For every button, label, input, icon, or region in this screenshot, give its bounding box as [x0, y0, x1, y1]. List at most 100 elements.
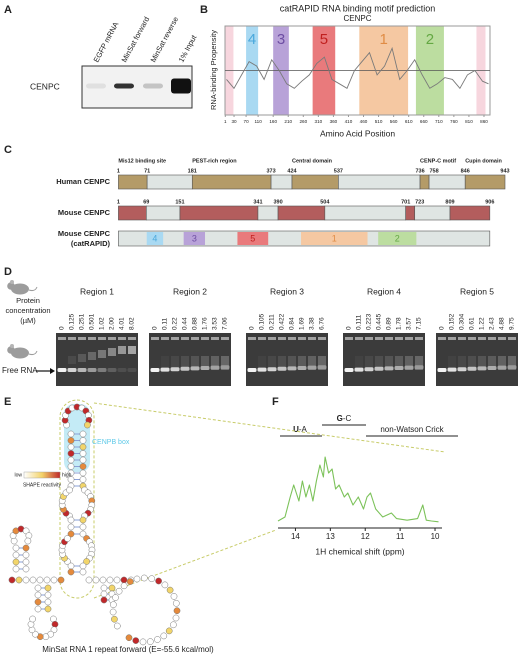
x-tick-label: 710	[435, 119, 443, 124]
gel-band	[247, 368, 257, 372]
motif-label: 3	[277, 31, 285, 48]
x-tick-label: 11	[396, 532, 405, 541]
gel-smear	[128, 346, 136, 354]
gel-well	[68, 337, 76, 340]
motif-box	[378, 232, 417, 245]
annotation: non-Watson Crick	[380, 425, 444, 434]
domain-label: PEST-rich region	[192, 158, 237, 164]
gel-smear	[268, 356, 276, 370]
gel-band	[467, 366, 477, 371]
gel-smear	[318, 356, 326, 370]
concentration-label: 6.76	[319, 317, 326, 330]
gel-band	[354, 367, 364, 372]
concentration-label: 2.43	[489, 317, 496, 330]
gel-well	[78, 337, 86, 340]
caption: MinSat RNA 1 repeat forward (E=-55.6 kca…	[42, 645, 214, 654]
gel-well	[268, 337, 276, 340]
nucleotide	[22, 558, 30, 566]
gel-band	[190, 366, 200, 371]
gel-band	[77, 368, 87, 372]
x-tick-label: 70	[244, 119, 250, 124]
gel-band	[437, 368, 447, 372]
concentration-label: 1.02	[99, 317, 106, 330]
domain-segment	[118, 174, 148, 190]
domain-segment	[464, 174, 506, 190]
position-label: 181	[188, 168, 197, 174]
gel-band	[447, 367, 457, 372]
gel-well	[211, 337, 219, 340]
gel-well	[508, 337, 516, 340]
nucleotide	[42, 633, 50, 641]
gel-band	[160, 367, 170, 372]
concentration-label: 0.125	[69, 313, 76, 330]
gel-smear	[355, 356, 363, 370]
x-tick-label: 860	[480, 119, 488, 124]
nucleotide	[108, 584, 116, 592]
domain-segment	[191, 174, 272, 190]
nucleotide	[109, 608, 117, 616]
nucleotide	[36, 576, 44, 584]
nucleotide	[170, 621, 177, 629]
x-tick-label: 260	[299, 119, 307, 124]
x-tick-label: 560	[390, 119, 398, 124]
annotation: U-A	[293, 425, 307, 434]
linker-segment	[414, 205, 451, 221]
nucleotide	[79, 568, 87, 576]
nucleotide	[67, 523, 75, 531]
gel-smear	[108, 348, 116, 356]
concentration-label: 1.69	[299, 317, 306, 330]
nucleotide	[79, 523, 87, 531]
x-tick-label: 13	[326, 532, 335, 541]
mouse-icon	[10, 280, 14, 284]
x-tick-label: 14	[291, 532, 300, 541]
gel-band	[287, 366, 297, 371]
position-label: 537	[334, 168, 343, 174]
nucleotide	[79, 516, 87, 524]
concentration-label: 0.84	[289, 317, 296, 330]
gel-smear	[161, 356, 169, 370]
gel-band	[364, 367, 374, 372]
gel-smear	[201, 356, 209, 370]
gel-smear	[508, 356, 516, 370]
gel-band	[67, 368, 77, 372]
nucleotide	[79, 469, 87, 477]
chart-title: catRAPID RNA binding motif prediction	[280, 3, 436, 13]
gel-band	[477, 366, 487, 371]
gel-well	[118, 337, 126, 340]
arrow-head	[50, 368, 55, 374]
gel-smear	[308, 356, 316, 370]
nucleotide	[120, 576, 128, 584]
band-label: Free RNA	[2, 366, 38, 375]
x-tick-label: 510	[375, 119, 383, 124]
nucleotide	[28, 626, 36, 634]
motif-label: 2	[426, 31, 434, 48]
mouse-icon	[28, 286, 38, 292]
nucleotide	[85, 576, 93, 584]
propensity-line	[226, 46, 489, 90]
nucleotide	[22, 544, 30, 552]
nucleotide	[34, 605, 42, 613]
nucleotide	[100, 596, 108, 604]
nucleotide	[126, 578, 134, 585]
concentration-label: 1.22	[479, 317, 486, 330]
connector	[93, 402, 446, 453]
position-label: 1	[117, 199, 120, 205]
gel-smear	[385, 356, 393, 370]
position-label: 71	[144, 168, 150, 174]
gel-band	[344, 368, 354, 372]
concentration-label: 0.223	[366, 313, 373, 330]
mouse-icon	[28, 350, 38, 356]
x-tick-label: 610	[405, 119, 413, 124]
gel-smear	[395, 356, 403, 370]
concentration-label: 1.76	[202, 317, 209, 330]
nucleotide	[113, 622, 121, 630]
motif-label: 5	[320, 31, 328, 48]
gel-band	[374, 366, 384, 371]
axis-label: Protein	[16, 296, 40, 305]
nucleotide	[79, 476, 87, 483]
domain-segment	[118, 205, 147, 221]
nucleotide	[67, 516, 75, 524]
nucleotide	[8, 576, 16, 584]
mouse-icon	[7, 346, 15, 354]
nucleotide	[133, 575, 141, 583]
